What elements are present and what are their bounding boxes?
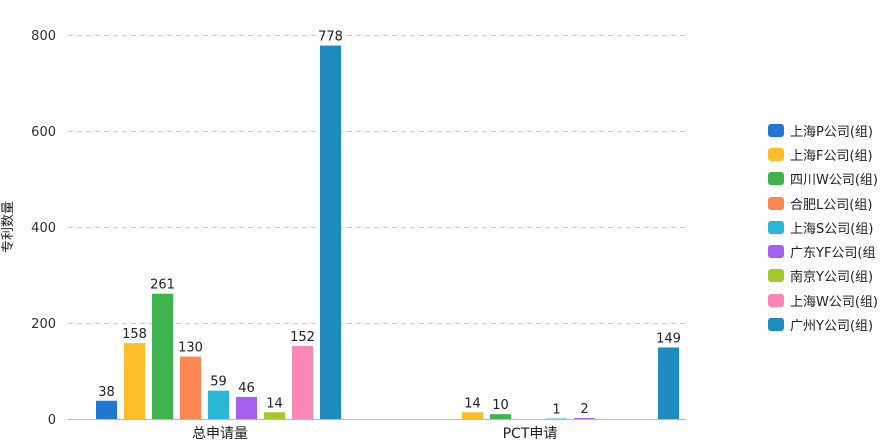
y-tick-label: 400 <box>31 221 56 236</box>
data-label: 46 <box>238 381 255 396</box>
legend-item[interactable]: 上海F公司(组) <box>768 142 884 166</box>
legend-label: 广东YF公司(组 <box>790 246 876 262</box>
gridlines <box>68 35 686 324</box>
y-tick-label: 800 <box>31 29 56 44</box>
legend-swatch <box>768 220 784 234</box>
bar <box>462 412 483 419</box>
y-axis: 0 200 400 600 800 <box>31 29 56 428</box>
legend-item[interactable]: 南京Y公司(组) <box>768 264 884 288</box>
legend-swatch <box>768 293 784 307</box>
bar <box>96 400 117 419</box>
value-labels: 38 158 14 261 10 130 59 1 46 2 14 152 778 149 <box>98 30 681 418</box>
category-label: PCT申请 <box>503 426 558 442</box>
data-label: 14 <box>266 396 283 411</box>
data-label: 152 <box>290 330 315 345</box>
bar <box>180 356 201 419</box>
data-label: 261 <box>150 278 175 293</box>
x-axis: 总申请量 PCT申请 <box>192 426 557 442</box>
data-label: 10 <box>492 398 509 413</box>
data-label: 1 <box>552 403 560 418</box>
data-label: 59 <box>210 375 227 390</box>
legend: 上海P公司(组) 上海F公司(组) 四川W公司(组) 合肥L公司(组) 上海S公司(组)… <box>768 118 884 337</box>
bar <box>574 418 595 419</box>
legend-item[interactable]: 上海W公司(组) <box>768 288 884 312</box>
bar <box>658 347 679 419</box>
legend-item[interactable]: 四川W公司(组) <box>768 167 884 191</box>
legend-label: 上海F公司(组) <box>790 148 873 164</box>
legend-swatch <box>768 318 784 332</box>
data-label: 38 <box>98 385 115 400</box>
legend-swatch <box>768 147 784 161</box>
data-label: 158 <box>122 327 147 342</box>
y-axis-label: 专利数量 <box>1 201 16 253</box>
legend-label: 上海S公司(组) <box>790 221 874 237</box>
bar <box>124 343 145 419</box>
bars <box>96 45 679 420</box>
bar <box>320 45 341 420</box>
legend-label: 广州Y公司(组) <box>790 319 874 335</box>
bar <box>292 346 313 419</box>
legend-label: 上海P公司(组) <box>790 124 873 140</box>
legend-swatch <box>768 172 784 186</box>
bar <box>264 412 285 419</box>
legend-swatch <box>768 245 784 259</box>
legend-label: 合肥L公司(组) <box>790 197 873 213</box>
legend-item[interactable]: 上海P公司(组) <box>768 118 884 142</box>
data-label: 778 <box>318 30 343 45</box>
legend-label: 四川W公司(组) <box>790 173 878 189</box>
legend-swatch <box>768 196 784 210</box>
bar <box>208 390 229 419</box>
bar <box>152 293 173 419</box>
legend-item[interactable]: 广东YF公司(组 <box>768 239 884 263</box>
legend-item[interactable]: 上海S公司(组) <box>768 215 884 239</box>
data-label: 130 <box>178 341 203 356</box>
legend-swatch <box>768 269 784 283</box>
legend-item[interactable]: 广州Y公司(组) <box>768 312 884 336</box>
y-tick-label: 0 <box>48 413 56 428</box>
bar <box>236 396 257 419</box>
y-tick-label: 200 <box>31 317 56 332</box>
legend-item[interactable]: 合肥L公司(组) <box>768 191 884 215</box>
category-label: 总申请量 <box>192 426 248 442</box>
legend-label: 南京Y公司(组) <box>790 270 874 286</box>
data-label: 149 <box>656 331 681 346</box>
legend-label: 上海W公司(组) <box>790 294 878 310</box>
bar <box>490 414 511 419</box>
legend-swatch <box>768 123 784 137</box>
data-label: 2 <box>580 402 588 417</box>
data-label: 14 <box>464 396 481 411</box>
y-tick-label: 600 <box>31 125 56 140</box>
